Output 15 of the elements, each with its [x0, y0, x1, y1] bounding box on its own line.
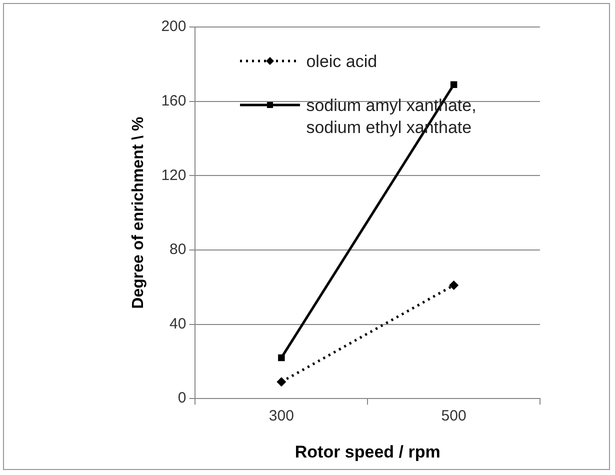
point [278, 354, 285, 362]
point [277, 378, 286, 386]
point [450, 81, 458, 88]
y-tick-label: 40 [170, 315, 186, 332]
legend-label: oleic acid [306, 51, 378, 73]
y-tick-label: 80 [170, 241, 186, 258]
x-axis-title: Rotor speed / rpm [294, 442, 440, 462]
y-tick-label: 200 [161, 18, 186, 36]
y-axis-title: Degree of enrichment \ % [130, 116, 148, 309]
y-tick-label: 0 [178, 390, 186, 407]
y-tick-label: 160 [161, 92, 186, 110]
x-tick-label: 500 [441, 408, 466, 425]
x-tick-label: 300 [268, 408, 294, 425]
point [450, 281, 458, 290]
y-tick-label: 120 [161, 166, 186, 184]
